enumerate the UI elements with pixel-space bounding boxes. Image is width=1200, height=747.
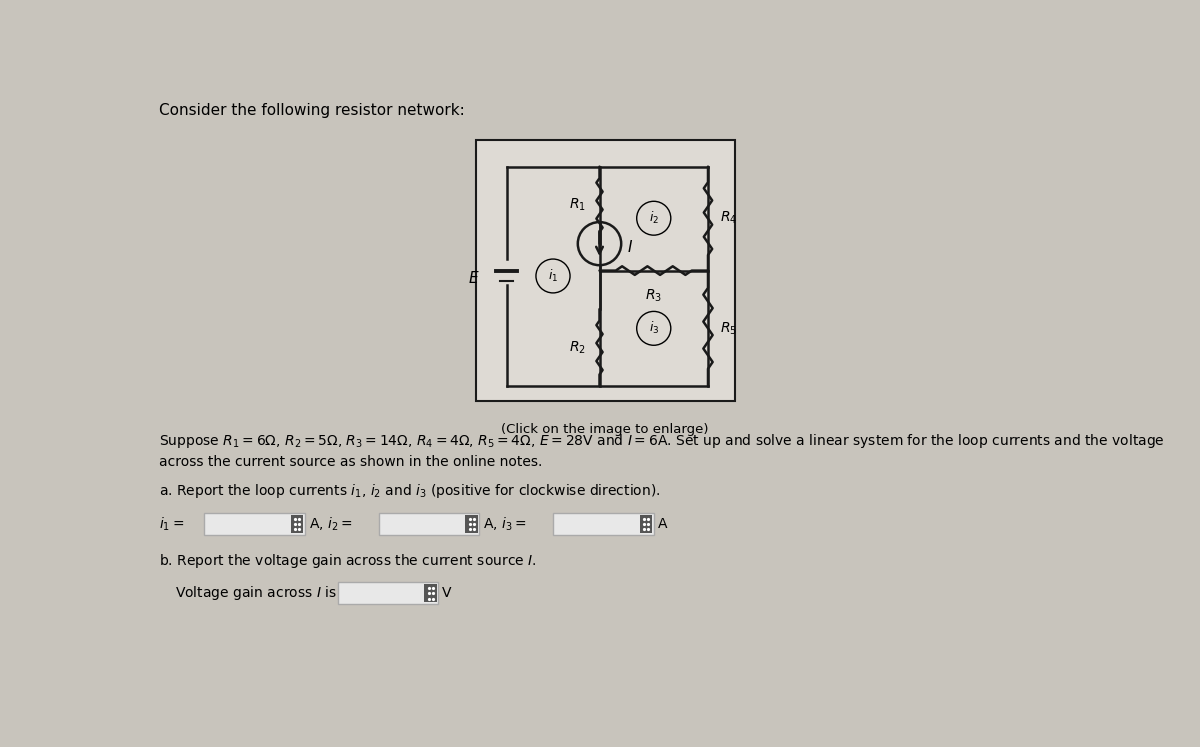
Text: $R_2$: $R_2$ — [569, 339, 586, 356]
Text: V: V — [442, 586, 451, 601]
Text: $R_4$: $R_4$ — [720, 210, 737, 226]
Bar — [640, 515, 653, 533]
Bar — [379, 513, 479, 535]
Text: $R_1$: $R_1$ — [569, 197, 586, 214]
Text: $R_3$: $R_3$ — [646, 288, 662, 304]
Text: $I$: $I$ — [628, 240, 634, 255]
Text: Suppose $R_1 = 6\Omega$, $R_2 = 5\Omega$, $R_3 = 14\Omega$, $R_4 = 4\Omega$, $R_: Suppose $R_1 = 6\Omega$, $R_2 = 5\Omega$… — [160, 433, 1165, 450]
Text: $E$: $E$ — [468, 270, 479, 285]
Text: (Click on the image to enlarge): (Click on the image to enlarge) — [502, 423, 709, 436]
Text: across the current source as shown in the online notes.: across the current source as shown in th… — [160, 456, 542, 469]
Text: A: A — [658, 517, 667, 531]
Text: a. Report the loop currents $i_1$, $i_2$ and $i_3$ (positive for clockwise direc: a. Report the loop currents $i_1$, $i_2$… — [160, 483, 661, 500]
Text: b. Report the voltage gain across the current source $I$.: b. Report the voltage gain across the cu… — [160, 551, 536, 570]
Bar — [425, 584, 437, 603]
Text: A, $i_3 =$: A, $i_3 =$ — [484, 515, 527, 533]
Text: Consider the following resistor network:: Consider the following resistor network: — [160, 104, 466, 119]
Text: $i_1$: $i_1$ — [548, 268, 558, 284]
Bar — [292, 515, 304, 533]
Text: $i_3$: $i_3$ — [648, 320, 659, 336]
Bar — [475, 140, 736, 401]
Bar — [337, 583, 438, 604]
Text: $i_2$: $i_2$ — [649, 210, 659, 226]
Text: A, $i_2 =$: A, $i_2 =$ — [308, 515, 353, 533]
Text: $R_5$: $R_5$ — [720, 320, 737, 337]
Text: Voltage gain across $I$ is: Voltage gain across $I$ is — [175, 584, 337, 602]
Bar — [466, 515, 478, 533]
Bar — [553, 513, 654, 535]
Text: $i_1 =$: $i_1 =$ — [160, 515, 185, 533]
Bar — [204, 513, 305, 535]
